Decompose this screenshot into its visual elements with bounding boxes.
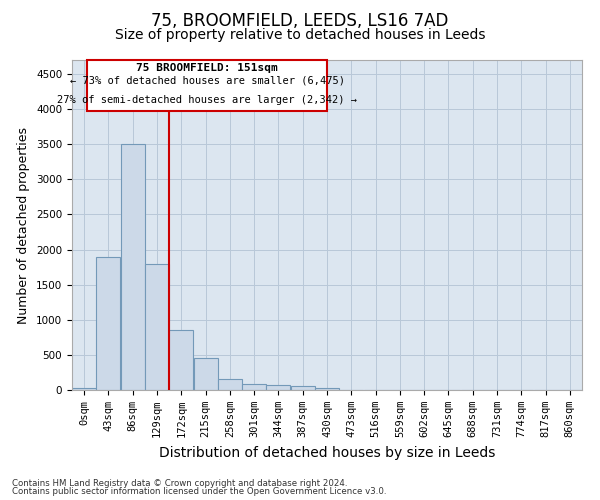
Bar: [194, 358, 218, 390]
Bar: [97, 256, 121, 390]
Bar: [266, 385, 290, 390]
Y-axis label: Number of detached properties: Number of detached properties: [17, 126, 31, 324]
X-axis label: Distribution of detached houses by size in Leeds: Distribution of detached houses by size …: [159, 446, 495, 460]
Bar: [315, 388, 339, 390]
Text: 27% of semi-detached houses are larger (2,342) →: 27% of semi-detached houses are larger (…: [57, 95, 357, 105]
Text: Contains HM Land Registry data © Crown copyright and database right 2024.: Contains HM Land Registry data © Crown c…: [12, 478, 347, 488]
FancyBboxPatch shape: [88, 60, 327, 111]
Bar: [291, 386, 315, 390]
Text: 75, BROOMFIELD, LEEDS, LS16 7AD: 75, BROOMFIELD, LEEDS, LS16 7AD: [151, 12, 449, 30]
Text: Contains public sector information licensed under the Open Government Licence v3: Contains public sector information licen…: [12, 487, 386, 496]
Bar: [218, 379, 242, 390]
Bar: [121, 144, 145, 390]
Text: ← 73% of detached houses are smaller (6,475): ← 73% of detached houses are smaller (6,…: [70, 76, 344, 86]
Bar: [169, 330, 193, 390]
Text: Size of property relative to detached houses in Leeds: Size of property relative to detached ho…: [115, 28, 485, 42]
Text: 75 BROOMFIELD: 151sqm: 75 BROOMFIELD: 151sqm: [136, 64, 278, 74]
Bar: [145, 264, 169, 390]
Bar: [242, 384, 266, 390]
Bar: [72, 388, 96, 390]
